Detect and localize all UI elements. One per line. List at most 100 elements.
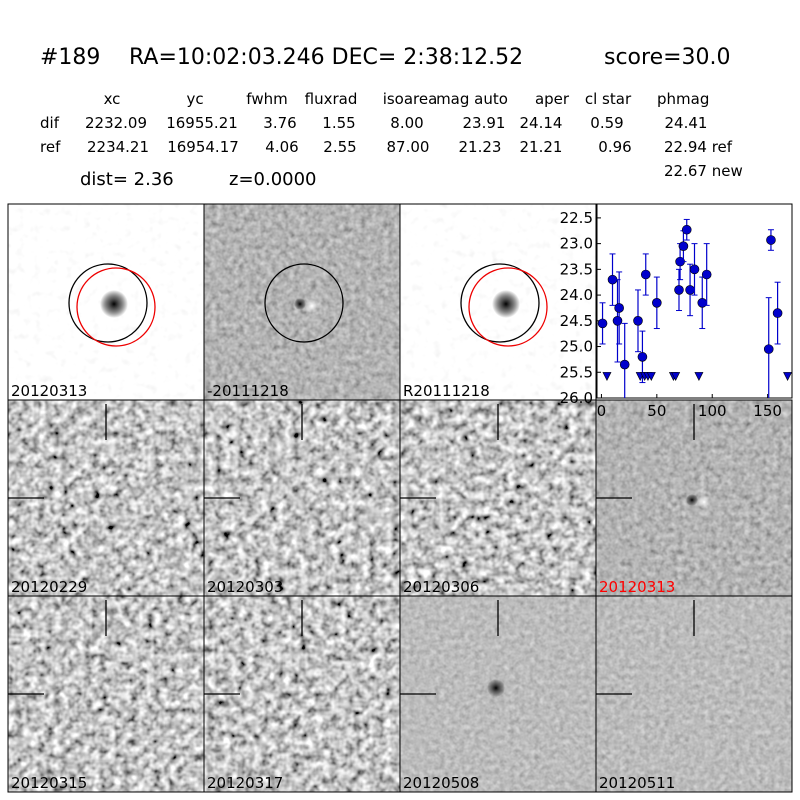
light-curve: 22.5 23.0 23.5 24.0 24.5 25.0 25.5 26.00 50 100 15… — [560, 203, 793, 420]
stamp-label: 20120229 — [11, 578, 87, 596]
y-tick-label: 23.5 — [560, 260, 593, 278]
x-tick-label: 100 — [698, 402, 727, 420]
column-header: fluxrad — [305, 90, 358, 108]
point — [674, 285, 684, 295]
point — [597, 318, 608, 329]
point — [766, 235, 776, 245]
cell: 16954.17 — [167, 138, 239, 156]
cell: 0.59 — [590, 114, 623, 132]
stamp-label: 20120511 — [599, 774, 675, 792]
upper-limit — [646, 372, 656, 382]
ring-black — [68, 263, 148, 343]
point — [614, 303, 624, 313]
residual-dark — [294, 298, 306, 310]
stamp: 20120313 — [595, 399, 793, 597]
y-tick-label: 23.0 — [560, 235, 593, 253]
cell: 2.55 — [323, 138, 356, 156]
upper-limit — [783, 372, 793, 382]
source — [487, 679, 505, 697]
cell: 24.14 — [520, 114, 563, 132]
stamp-label: 20120508 — [403, 774, 479, 792]
upper-limit — [671, 372, 681, 382]
cell: 23.91 — [463, 114, 506, 132]
cell: 0.96 — [598, 138, 631, 156]
point — [689, 264, 700, 275]
point — [640, 269, 651, 280]
redshift: z=0.0000 — [229, 169, 317, 190]
residual-dark — [686, 494, 698, 506]
stamp-label: 20120313 — [11, 382, 87, 400]
stamp-label: -20111218 — [207, 382, 289, 400]
cell: 2232.09 — [85, 114, 147, 132]
x-tick-label: 0 — [597, 402, 607, 420]
column-header: fwhm — [246, 90, 287, 108]
stamp-label: 20120313 — [599, 578, 675, 596]
stamp-label: 20120315 — [11, 774, 87, 792]
column-header: aper — [535, 90, 570, 108]
y-tick-label: 22.5 — [560, 209, 593, 227]
x-tick-label: 150 — [753, 402, 782, 420]
residual-bright — [305, 299, 319, 313]
column-header: mag auto — [436, 90, 508, 108]
score: score=30.0 — [604, 45, 731, 70]
column-header: xc — [104, 90, 121, 108]
point — [633, 316, 643, 326]
ring-black — [460, 263, 540, 343]
y-tick-label: 24.0 — [560, 286, 593, 304]
point — [619, 359, 630, 370]
y-tick-label: 24.5 — [560, 312, 593, 330]
column-header: phmag — [657, 90, 709, 108]
point — [681, 224, 692, 235]
point — [612, 316, 623, 326]
stamp-label: 20120303 — [207, 578, 283, 596]
stamp: 20120317 — [203, 595, 401, 793]
point — [763, 344, 774, 354]
stamp: R20111218 — [399, 203, 597, 401]
stamp: -20111218 — [203, 203, 401, 401]
point — [652, 298, 662, 308]
coordinates: RA=10:02:03.246 DEC= 2:38:12.52 — [129, 45, 523, 70]
stamp-frame — [595, 595, 793, 793]
upper-limit — [602, 372, 612, 382]
y-tick-label: 25.5 — [560, 363, 593, 381]
stamp: 20120313 — [7, 203, 205, 401]
stamp: 20120511 — [595, 595, 793, 793]
column-header: isoarea — [383, 90, 438, 108]
point — [701, 269, 712, 280]
source — [100, 290, 128, 318]
point — [772, 308, 783, 318]
y-tick-label: 26.0 — [560, 389, 593, 407]
cell: 22.67 new — [664, 162, 743, 180]
stamp-label: 20120306 — [403, 578, 479, 596]
stamp: 20120303 — [203, 399, 401, 597]
stamp: 20120508 — [399, 595, 597, 793]
cell: 21.23 — [459, 138, 502, 156]
cell: 2234.21 — [87, 138, 149, 156]
point — [637, 352, 648, 362]
cell: 24.41 — [665, 114, 708, 132]
distance: dist= 2.36 — [80, 169, 174, 190]
ring-red — [468, 267, 548, 347]
residual-bright — [697, 495, 711, 509]
stamp: 20120306 — [399, 399, 597, 597]
y-tick-label: 25.0 — [560, 338, 593, 356]
point — [685, 285, 695, 295]
column-header: yc — [186, 90, 203, 108]
x-tick-label: 50 — [647, 402, 666, 420]
cell: 1.55 — [322, 114, 355, 132]
upper-limit — [694, 372, 704, 382]
cell: 16955.21 — [166, 114, 238, 132]
cell: 22.94 ref — [664, 138, 733, 156]
stamp: 20120229 — [7, 399, 205, 597]
cell: 3.76 — [263, 114, 296, 132]
candidate-id: #189 — [40, 45, 100, 70]
ring-black — [264, 263, 344, 343]
stamp-label: 20120317 — [207, 774, 283, 792]
row-label: dif — [40, 114, 60, 132]
column-header: cl star — [585, 90, 632, 108]
ring-red — [76, 267, 156, 347]
row-label: ref — [40, 138, 61, 156]
